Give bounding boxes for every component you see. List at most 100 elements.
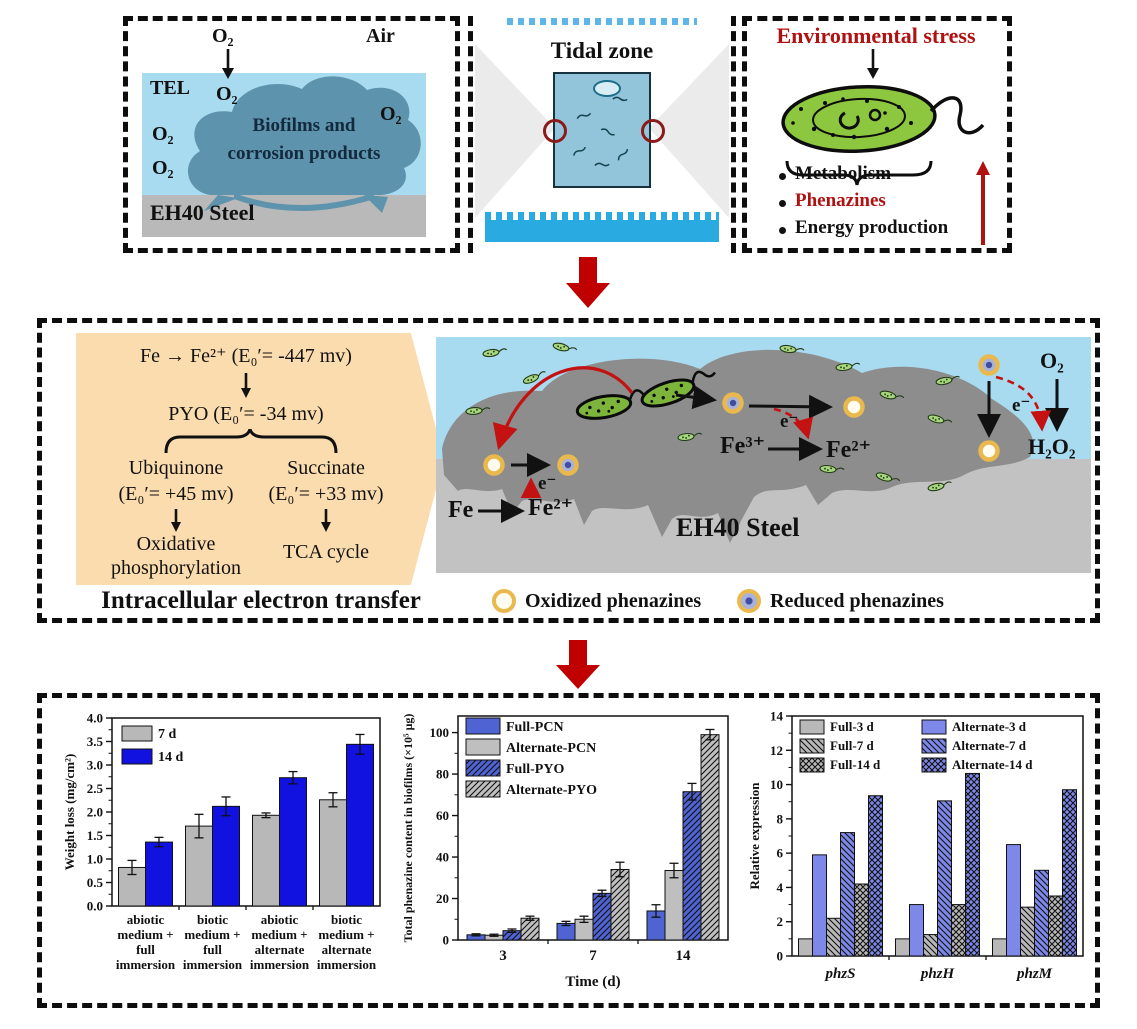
svg-text:Alternate-14 d: Alternate-14 d	[952, 757, 1033, 772]
relative-expression-chart: 0 2 4 6 8 10 12 14 phzS phzH phzM Relative expressi…	[746, 704, 1093, 1002]
svg-text:Full-PCN: Full-PCN	[506, 720, 564, 735]
svg-text:phzM: phzM	[1015, 966, 1053, 982]
svg-text:0: 0	[443, 933, 450, 948]
biofilm-cloud-drawing	[187, 49, 421, 213]
svg-text:immersion: immersion	[116, 957, 176, 972]
svg-text:immersion: immersion	[250, 957, 310, 972]
svg-text:Total phenazine content in bio: Total phenazine content in biofilms (×10…	[401, 714, 415, 943]
oxidized-phenazine-2	[846, 399, 863, 416]
svg-text:phzS: phzS	[823, 966, 855, 982]
inspection-circle-right	[641, 119, 665, 143]
svg-text:Alternate-PYO: Alternate-PYO	[506, 783, 597, 798]
svg-text:medium +: medium +	[318, 927, 374, 942]
environmental-stress-title: Environmental stress	[776, 23, 976, 48]
svg-text:medium +: medium +	[184, 927, 240, 942]
e-left-label: e⁻	[538, 473, 557, 494]
svg-text:Alternate-7 d: Alternate-7 d	[952, 738, 1027, 753]
cascade-step-2: PYO (E₀′= -34 mv)	[168, 403, 324, 425]
biofilm-cloud	[187, 76, 421, 195]
bubble	[593, 80, 621, 97]
svg-text:immersion: immersion	[183, 957, 243, 972]
oxidized-phenazine-1	[486, 457, 503, 474]
svg-text:80: 80	[436, 767, 449, 782]
steel-label: EH40 Steel	[150, 200, 255, 225]
svg-text:abiotic: abiotic	[261, 912, 299, 927]
bullet-metabolism: Metabolism	[795, 163, 892, 184]
oxidized-phenazine-3	[981, 443, 998, 460]
svg-text:0: 0	[777, 949, 784, 964]
stress-down-arrow	[867, 49, 879, 79]
tidal-bar-teeth	[485, 212, 719, 220]
svg-text:1.0: 1.0	[87, 852, 103, 867]
svg-text:0.5: 0.5	[87, 875, 104, 890]
biofilm-root-left	[204, 195, 238, 211]
biofilm-root-right	[364, 195, 388, 213]
svg-text:20: 20	[436, 891, 449, 906]
svg-text:7: 7	[589, 948, 597, 964]
fe3-label: Fe³⁺	[720, 433, 766, 459]
e-right-label: e⁻	[1012, 395, 1031, 416]
bar-chart-svg: 0 2 4 6 8 10 12 14 phzS phzH phzM Relative expressi…	[747, 709, 1084, 982]
svg-text:Alternate-3 d: Alternate-3 d	[952, 719, 1027, 734]
cascade-arrow-left	[171, 509, 181, 532]
svg-text:biotic: biotic	[197, 912, 228, 927]
bacterium-drawing	[781, 85, 985, 186]
flagellum	[929, 96, 985, 135]
weight-loss-chart: 0.0 0.5 1.0 1.5 2.0 2.5 3.0 3.5 4.0 abiotic medium…	[60, 704, 390, 1002]
mechanism-panel: Fe → Fe²⁺ (E₀′= -447 mv) PYO (E₀′= -34 m…	[37, 318, 1100, 623]
environmental-stress-panel: Environmental stress Metabolism	[742, 16, 1012, 253]
flow-arrow-down-1	[566, 257, 610, 308]
fe2-mid-label: Fe²⁺	[826, 437, 872, 463]
cascade-ubiquinone: Ubiquinone	[128, 457, 224, 479]
svg-text:Full-7 d: Full-7 d	[830, 738, 874, 753]
svg-text:biotic: biotic	[331, 912, 362, 927]
biofilm-illustration: Fe Fe²⁺ e⁻ Fe³⁺ Fe²⁺ e⁻ e⁻ O₂ H₂O₂ EH40 …	[436, 337, 1091, 573]
tidal-bacteria	[573, 96, 629, 167]
cascade-oxidative: Oxidative	[136, 533, 216, 555]
tidal-bar	[485, 220, 719, 242]
svg-text:2.5: 2.5	[87, 781, 104, 796]
reduced-phenazine-3	[981, 357, 998, 374]
results-panel: 0.0 0.5 1.0 1.5 2.0 2.5 3.0 3.5 4.0 abiotic medium…	[37, 693, 1100, 1008]
bacterium-body	[781, 85, 937, 153]
cascade-arrow-right	[321, 509, 331, 532]
tidal-zone-panel: Tidal zone	[468, 16, 736, 253]
o2-mid-label: O₂	[216, 83, 238, 105]
svg-text:3.0: 3.0	[87, 758, 103, 773]
svg-text:1.5: 1.5	[87, 828, 104, 843]
increase-up-arrow	[976, 161, 990, 245]
black-arrows	[478, 379, 1069, 523]
biofilm-cloud-base	[234, 193, 374, 211]
svg-text:abiotic: abiotic	[127, 912, 165, 927]
bullet-energy: Energy production	[795, 217, 949, 238]
svg-text:100: 100	[430, 725, 450, 740]
fe-label: Fe	[448, 497, 474, 523]
brace	[785, 160, 933, 186]
tidal-sample-window	[553, 72, 651, 188]
reduced-phenazine-2	[725, 395, 742, 412]
svg-text:0.0: 0.0	[87, 899, 103, 914]
bullet-dot-1	[779, 173, 786, 180]
electron-cascade-box: Fe → Fe²⁺ (E₀′= -447 mv) PYO (E₀′= -34 m…	[76, 333, 444, 585]
bullet-dot-2	[779, 200, 786, 207]
svg-text:Time (d): Time (d)	[565, 974, 620, 990]
o2-left-label-2: O₂	[152, 157, 174, 179]
electron-arrows	[520, 375, 1052, 499]
svg-text:4: 4	[777, 880, 784, 895]
reduced-phenazine-icon	[737, 589, 761, 613]
svg-text:full: full	[136, 942, 155, 957]
svg-text:7 d: 7 d	[158, 727, 177, 742]
oxidized-phenazine-icon	[492, 589, 516, 613]
phenazine-content-chart: 0 20 40 60 80 100 3 7 14 Time (d) Total phenazine …	[400, 704, 740, 1002]
bar-chart-svg: 0.00.51.01.52.02.53.03.54.0abioticmedium…	[62, 711, 381, 972]
svg-text:medium +: medium +	[117, 927, 173, 942]
cascade-arrow-1	[241, 373, 251, 398]
beam-right	[649, 44, 729, 218]
legend-oxidized: Oxidized phenazines	[492, 589, 701, 613]
cascade-ubiquinone-potential: (E₀′= +45 mv)	[118, 483, 234, 505]
cascade-succinate-potential: (E₀′= +33 mv)	[268, 483, 384, 505]
biofilm-label-line2: corrosion products	[227, 143, 381, 164]
tidal-top-dash-strip	[507, 18, 697, 25]
bullet-phenazines: Phenazines	[795, 190, 886, 211]
tidal-zone-title: Tidal zone	[550, 38, 654, 63]
